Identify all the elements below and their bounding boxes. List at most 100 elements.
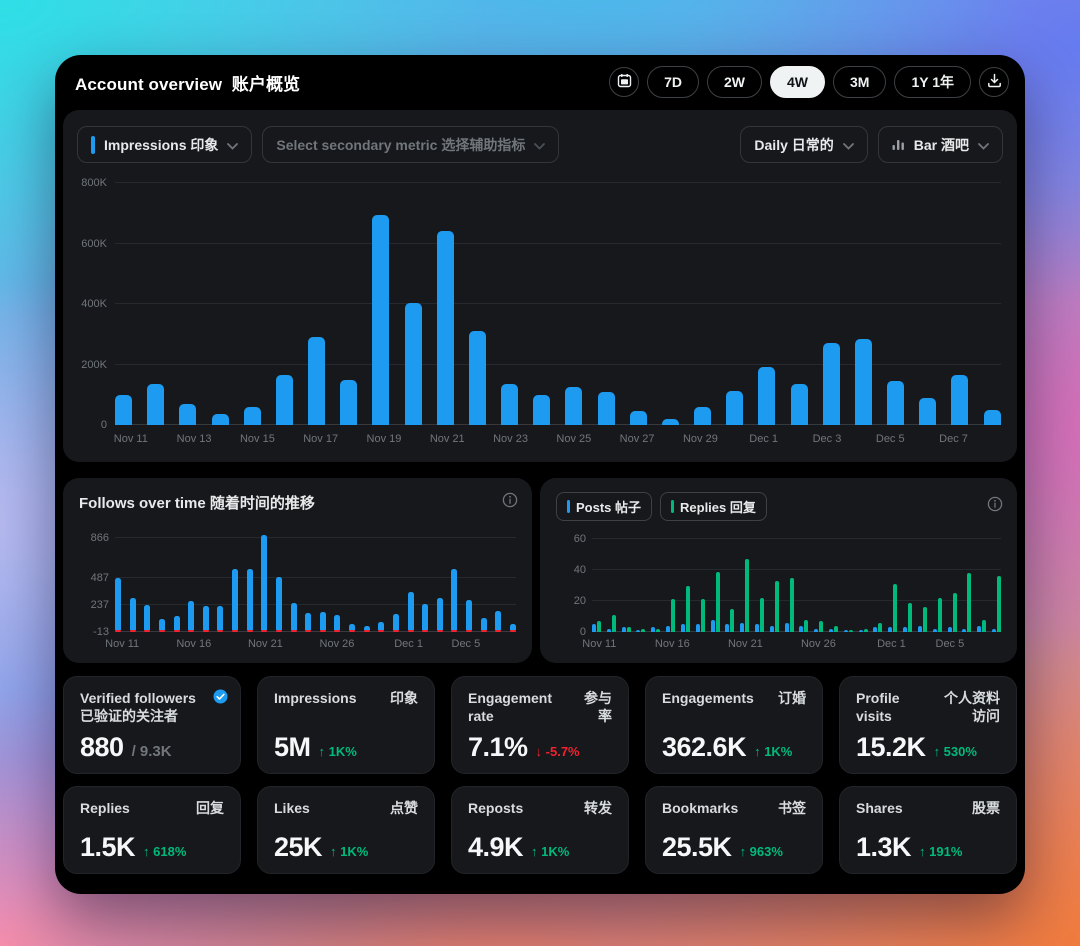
primary-metric-dropdown[interactable]: Impressions 印象 — [77, 126, 253, 163]
bar-column[interactable] — [211, 413, 229, 425]
range-pill-4w[interactable]: 4W — [770, 66, 825, 98]
info-icon[interactable] — [502, 492, 518, 513]
bar-column[interactable] — [179, 403, 197, 425]
bar-group[interactable] — [606, 614, 616, 632]
bar-column[interactable] — [661, 418, 679, 425]
stat-card-shares[interactable]: Shares 股票 1.3K ↑ 191% — [839, 786, 1017, 874]
stat-card-impressions[interactable]: Impressions 印象 5M ↑ 1K% — [257, 676, 435, 774]
bar-column[interactable] — [243, 406, 261, 425]
bar-column[interactable] — [378, 621, 385, 632]
bar-group[interactable] — [592, 621, 601, 632]
bar-column[interactable] — [404, 302, 422, 425]
bar-column[interactable] — [217, 606, 224, 632]
calendar-button[interactable] — [609, 67, 640, 97]
bar-column[interactable] — [392, 613, 399, 632]
legend-chip-replies[interactable]: Replies 回复 — [660, 492, 767, 521]
range-pill-2w[interactable]: 2W — [707, 66, 762, 98]
bar-column[interactable] — [597, 392, 615, 425]
bar-column[interactable] — [919, 398, 937, 425]
interval-dropdown[interactable]: Daily 日常的 — [740, 126, 868, 163]
bar-column[interactable] — [147, 384, 165, 425]
range-pill-7d[interactable]: 7D — [647, 66, 699, 98]
bar-group[interactable] — [695, 599, 705, 632]
bar-column[interactable] — [726, 390, 744, 425]
range-pill-1y[interactable]: 1Y 1年 — [894, 66, 971, 98]
bar-group[interactable] — [710, 571, 720, 632]
bar-group[interactable] — [814, 621, 824, 632]
bar-group[interactable] — [829, 625, 838, 632]
bar-group[interactable] — [917, 607, 927, 632]
bar-column[interactable] — [422, 603, 429, 632]
stat-card-engagements[interactable]: Engagements 订婚 362.6K ↑ 1K% — [645, 676, 823, 774]
bar-column[interactable] — [758, 366, 776, 425]
bar-column[interactable] — [501, 384, 519, 425]
bar-column[interactable] — [232, 568, 238, 632]
bar-column[interactable] — [349, 623, 355, 632]
bar-column[interactable] — [495, 610, 502, 632]
bar-column[interactable] — [887, 381, 905, 425]
range-pill-3m[interactable]: 3M — [833, 66, 887, 98]
bar-column[interactable] — [334, 614, 341, 632]
secondary-metric-dropdown[interactable]: Select secondary metric 选择辅助指标 — [262, 126, 560, 163]
bar-column[interactable] — [468, 331, 486, 425]
bar-column[interactable] — [951, 374, 969, 425]
bar-column[interactable] — [188, 600, 195, 632]
bar-column[interactable] — [565, 387, 583, 425]
bar-group[interactable] — [651, 627, 661, 632]
bar-column[interactable] — [129, 597, 136, 632]
bar-group[interactable] — [932, 597, 942, 632]
bar-group[interactable] — [769, 580, 779, 632]
bar-group[interactable] — [873, 622, 883, 632]
stat-card-likes[interactable]: Likes 点赞 25K ↑ 1K% — [257, 786, 435, 874]
bar-group[interactable] — [754, 597, 764, 632]
impressions-chart[interactable]: 0 200K 400K 600K 800K Nov 11 Nov 13 Nov 15 Nov … — [77, 170, 1003, 460]
bar-column[interactable] — [308, 337, 326, 425]
bar-group[interactable] — [621, 627, 631, 632]
bar-column[interactable] — [533, 394, 551, 425]
chart-type-dropdown[interactable]: Bar 酒吧 — [877, 126, 1003, 163]
bar-group[interactable] — [843, 630, 853, 632]
bar-column[interactable] — [466, 599, 472, 632]
bar-column[interactable] — [480, 618, 487, 632]
stat-card-verified-followers[interactable]: Verified followers 已验证的关注者 880 / 9.3K — [63, 676, 241, 774]
bar-column[interactable] — [261, 535, 268, 632]
bar-group[interactable] — [903, 602, 913, 632]
bar-column[interactable] — [275, 375, 293, 425]
follows-chart[interactable]: 866 487 237 -13 Nov 11 Nov 16 Nov 21 Nov 26 Dec… — [79, 524, 518, 658]
bar-group[interactable] — [636, 628, 646, 632]
bar-group[interactable] — [799, 619, 809, 632]
bar-group[interactable] — [888, 584, 898, 632]
stat-card-profile-visits[interactable]: Profile visits 个人资料访问 15.2K ↑ 530% — [839, 676, 1017, 774]
bar-column[interactable] — [822, 343, 840, 425]
bar-column[interactable] — [509, 624, 516, 632]
bar-column[interactable] — [144, 604, 151, 632]
bar-column[interactable] — [246, 568, 253, 632]
bar-column[interactable] — [629, 410, 647, 425]
bar-column[interactable] — [290, 603, 297, 632]
bar-group[interactable] — [991, 576, 1001, 632]
bar-column[interactable] — [451, 569, 458, 632]
bar-column[interactable] — [372, 214, 390, 425]
bar-column[interactable] — [340, 380, 358, 425]
bar-column[interactable] — [115, 394, 132, 425]
bar-column[interactable] — [115, 578, 121, 632]
bar-group[interactable] — [977, 619, 987, 632]
posts-replies-chart[interactable]: 60 40 20 0 Nov 11 Nov 16 Nov 21 Nov 26 Dec 1 Dec… — [556, 524, 1003, 658]
bar-column[interactable] — [363, 625, 370, 632]
bar-column[interactable] — [790, 383, 808, 425]
bar-column[interactable] — [436, 231, 454, 425]
stat-card-reposts[interactable]: Reposts 转发 4.9K ↑ 1K% — [451, 786, 629, 874]
legend-chip-posts[interactable]: Posts 帖子 — [556, 492, 653, 521]
bar-column[interactable] — [275, 577, 282, 632]
bar-column[interactable] — [173, 615, 180, 632]
bar-column[interactable] — [305, 612, 312, 632]
stat-card-replies[interactable]: Replies 回复 1.5K ↑ 618% — [63, 786, 241, 874]
bar-column[interactable] — [407, 592, 414, 632]
stat-card-bookmarks[interactable]: Bookmarks 书签 25.5K ↑ 963% — [645, 786, 823, 874]
bar-column[interactable] — [202, 605, 209, 632]
bar-column[interactable] — [854, 339, 872, 425]
bar-group[interactable] — [962, 573, 972, 632]
download-button[interactable] — [979, 67, 1009, 97]
bar-group[interactable] — [680, 585, 690, 632]
bar-group[interactable] — [784, 577, 794, 632]
